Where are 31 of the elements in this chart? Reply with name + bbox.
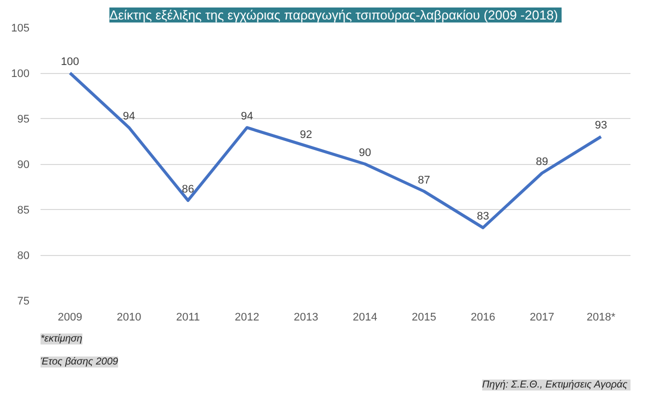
x-tick-label: 2014 [352, 312, 378, 324]
data-label: 89 [536, 156, 548, 168]
x-tick-label: 2015 [412, 312, 436, 324]
data-label: 94 [240, 110, 254, 123]
x-tick-label: 2010 [116, 312, 142, 324]
x-tick-label: 2012 [234, 312, 260, 324]
data-label: 100 [60, 56, 80, 68]
data-label: 93 [594, 120, 608, 132]
data-label: 90 [358, 147, 372, 159]
x-tick-label: 2009 [58, 312, 82, 324]
y-tick-label: 85 [17, 204, 30, 216]
data-label: 92 [300, 128, 312, 141]
data-label: 83 [476, 210, 490, 223]
y-tick-label: 100 [11, 68, 30, 80]
data-label: 86 [182, 183, 194, 196]
y-tick-label: 105 [11, 22, 30, 34]
y-tick-label: 90 [17, 159, 30, 171]
x-tick-label: 2018* [586, 312, 616, 324]
data-label: 94 [122, 110, 136, 123]
y-tick-label: 80 [17, 250, 30, 262]
x-tick-label: 2016 [470, 312, 496, 324]
text: *εκτίμηση [40, 334, 83, 344]
y-tick-label: 95 [17, 114, 30, 126]
x-tick-label: 2011 [176, 312, 200, 324]
text: Πηγή: Σ.Ε.Θ., Εκτιμήσεις Αγοράς [482, 380, 628, 390]
x-tick-label: 2013 [294, 312, 318, 324]
y-tick-label: 75 [17, 296, 30, 308]
x-tick-label: 2017 [530, 312, 554, 324]
data-label: 87 [418, 174, 430, 186]
text: Έτος βάσης 2009 [40, 356, 119, 368]
chart-title: Δείκτης εξέλιξης της εγχώριας παραγωγής τσιπούρας-λαβρακίου (2009 -2018) [109, 8, 558, 22]
